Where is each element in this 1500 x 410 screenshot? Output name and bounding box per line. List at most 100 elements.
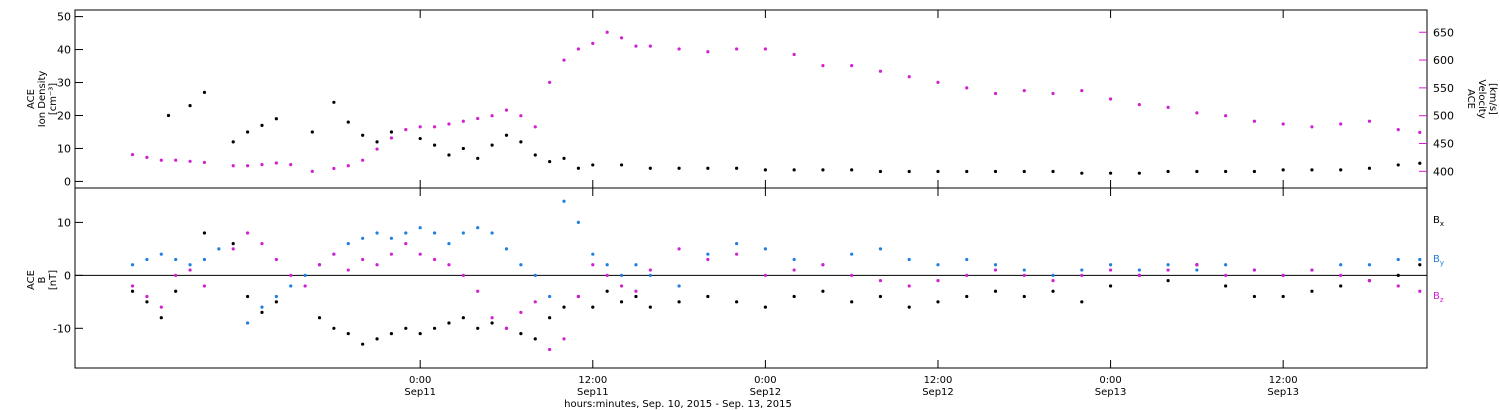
bottom-point [562,305,566,309]
bottom-ylabel-line-3: [nT] [48,270,59,290]
bottom-point [461,231,465,235]
top-right-y-tick-label: 600 [1433,54,1454,67]
bottom-point [1418,257,1422,262]
legend-bx-sub: x [1440,220,1444,228]
bottom-point [289,284,293,288]
bottom-point [260,241,264,246]
top-point [418,136,422,141]
bottom-point [850,273,854,277]
top-point [231,140,235,144]
top-point [1310,168,1314,172]
bottom-point [993,289,998,293]
top-y-tick-label: 40 [57,44,71,57]
x-tick-label-time: 0:00 [754,375,776,386]
bottom-point [461,316,465,320]
top-point [1224,114,1228,118]
bottom-point [763,247,767,251]
top-point [562,58,566,62]
bottom-point [1166,263,1170,267]
top-point [332,100,336,104]
bottom-point [145,294,149,299]
top-point [418,125,422,129]
top-ylabel-line-3: [cm⁻³] [48,83,59,115]
top-point [965,169,969,174]
bottom-point [1281,273,1285,277]
bottom-point [174,289,178,293]
bottom-point [145,300,149,304]
top-point [1080,89,1084,93]
bottom-point [145,257,149,262]
bottom-point [289,273,293,277]
bottom-point [634,294,638,299]
bottom-point [1137,268,1141,272]
x-tick-label-time: 0:00 [1099,375,1121,386]
bottom-point [706,257,710,262]
bottom-point [533,337,537,341]
bottom-point [1051,273,1055,277]
bottom-point [605,289,609,293]
bottom-point [677,247,681,251]
bottom-point [965,273,969,277]
top-point [792,52,796,57]
bottom-point [936,263,940,267]
top-point [504,108,509,112]
bottom-point [519,310,523,315]
bottom-point [907,305,911,309]
top-point [1051,91,1055,96]
top-point [1252,119,1257,123]
bottom-point [202,257,207,262]
top-point [619,36,624,40]
x-tick-label-time: 12:00 [924,375,953,386]
x-tick-label-date: Sep13 [1095,387,1127,398]
bottom-point [619,300,624,304]
bottom-point [1195,263,1199,267]
top-point [993,91,998,96]
top-point [260,123,264,127]
bottom-point [1224,263,1228,267]
top-point [174,158,178,162]
bottom-point [533,300,537,304]
bottom-point [447,241,451,246]
bottom-point [1166,268,1170,272]
top-point [159,158,163,162]
top-point [1281,168,1285,172]
top-point [476,116,480,121]
top-point [346,164,350,168]
top-point [447,122,451,126]
top-panel-frame [74,9,1428,189]
top-point [519,140,523,144]
legend-by-sub: y [1440,259,1444,267]
top-point [735,47,739,51]
top-point [188,103,192,108]
bottom-point [634,263,638,267]
bottom-point [735,300,739,304]
bottom-point [1367,263,1372,267]
top-point [145,155,149,160]
top-point [188,159,192,163]
bottom-point [404,326,408,330]
bottom-point [274,294,278,299]
bottom-point [303,273,307,277]
bottom-point [677,284,681,288]
bottom-point [1396,257,1400,262]
top-right-ylabel-line-3: [km/s] [1487,83,1498,115]
top-point [850,168,854,172]
top-point [1166,105,1170,109]
bottom-point [274,257,278,262]
bottom-point [188,263,192,267]
top-point [310,169,314,173]
top-point [562,156,566,160]
legend: Bx By Bz [1433,215,1444,304]
top-point [993,169,998,174]
top-right-ylabel-line-2: Velocity [1476,79,1487,118]
bottom-point [504,247,509,251]
bottom-point [763,305,767,309]
top-point [504,133,509,137]
top-point [936,169,940,174]
top-point [1195,111,1199,115]
x-tick-label-date: Sep12 [750,387,782,398]
bottom-point [1339,284,1343,288]
bottom-point [821,263,825,267]
bottom-point [605,273,609,277]
